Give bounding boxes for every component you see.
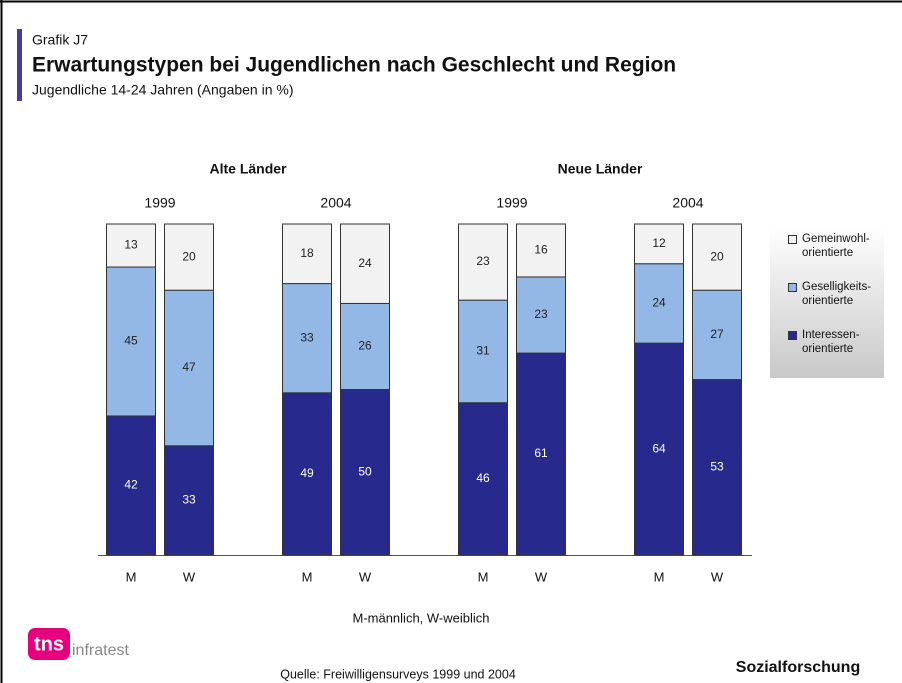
bar-segment <box>458 402 508 556</box>
value-label: 33 <box>300 330 314 344</box>
bar-segment <box>692 289 742 381</box>
subtitle: Jugendliche 14-24 Jahren (Angaben in %) <box>32 82 294 98</box>
note: M-männlich, W-weiblich <box>352 610 489 625</box>
bar-segment <box>340 302 390 390</box>
region-label: Alte Länder <box>209 161 287 177</box>
value-label: 24 <box>652 296 666 310</box>
legend-swatch <box>788 283 797 292</box>
year-label: 1999 <box>496 195 527 211</box>
year-label: 2004 <box>672 195 703 211</box>
value-label: 20 <box>182 249 196 263</box>
value-label: 33 <box>182 493 196 507</box>
logo-text: infratest <box>72 642 129 659</box>
x-tick-label: W <box>359 569 372 584</box>
chart-title: Erwartungstypen bei Jugendlichen nach Ge… <box>32 54 676 77</box>
bar-segment <box>282 392 332 556</box>
bar-segment <box>106 223 156 268</box>
logo-badge <box>28 628 70 660</box>
value-label: 46 <box>476 471 490 485</box>
x-tick-label: M <box>478 569 489 584</box>
value-label: 18 <box>300 246 314 260</box>
bar-segment <box>458 223 508 301</box>
value-label: 27 <box>710 327 724 341</box>
value-label: 20 <box>710 249 724 263</box>
value-label: 31 <box>476 344 490 358</box>
region-label: Neue Länder <box>558 161 643 177</box>
legend-entry: Interessen- orientierte <box>776 328 878 356</box>
value-label: 53 <box>710 459 724 473</box>
value-label: 42 <box>124 478 138 492</box>
x-tick-label: M <box>126 569 137 584</box>
bar-segment <box>516 352 566 556</box>
value-label: 23 <box>534 307 548 321</box>
bar-segment <box>634 223 684 265</box>
value-label: 13 <box>124 238 138 252</box>
value-label: 61 <box>534 446 548 460</box>
legend: Gemeinwohl- orientierte Geselligkeits- or… <box>770 226 884 378</box>
x-tick-label: M <box>302 569 313 584</box>
value-label: 47 <box>182 360 196 374</box>
bar-segment <box>516 276 566 354</box>
value-label: 49 <box>300 466 314 480</box>
x-tick-label: M <box>654 569 665 584</box>
brand: Sozialforschung <box>736 659 860 676</box>
value-label: 12 <box>652 236 666 250</box>
x-tick-label: W <box>711 569 724 584</box>
bar-segment <box>516 223 566 278</box>
year-label: 2004 <box>320 195 351 211</box>
bar-segment <box>340 389 390 556</box>
year-label: 1999 <box>144 195 175 211</box>
value-label: 23 <box>476 254 490 268</box>
bar-segment <box>634 342 684 556</box>
bar-segment <box>164 223 214 291</box>
x-tick-label: W <box>183 569 196 584</box>
legend-swatch <box>788 235 797 244</box>
value-label: 16 <box>534 243 548 257</box>
kicker: Grafik J7 <box>32 32 88 48</box>
legend-entry: Gemeinwohl- orientierte <box>776 232 878 260</box>
bar-segment <box>282 223 332 285</box>
bar-segment <box>634 263 684 344</box>
bar-segment <box>106 266 156 417</box>
legend-entry: Geselligkeits- orientierte <box>776 280 878 308</box>
bar-segment <box>106 415 156 556</box>
value-label: 26 <box>358 339 372 353</box>
legend-label: Interessen- orientierte <box>802 329 860 355</box>
legend-swatch <box>788 331 797 340</box>
value-label: 64 <box>652 441 666 455</box>
value-label: 50 <box>358 464 372 478</box>
bar-segment <box>164 445 214 556</box>
bar-segment <box>164 289 214 447</box>
legend-label: Geselligkeits- orientierte <box>802 281 872 307</box>
value-label: 45 <box>124 334 138 348</box>
x-tick-label: W <box>535 569 548 584</box>
bar-segment <box>458 299 508 404</box>
bar-segment <box>692 223 742 291</box>
accent-bar <box>17 29 22 101</box>
bar-segment <box>692 379 742 556</box>
bar-segment <box>340 223 390 304</box>
value-label: 24 <box>358 256 372 270</box>
source: Quelle: Freiwilligensurveys 1999 und 200… <box>280 667 516 681</box>
legend-label: Gemeinwohl- orientierte <box>802 233 870 259</box>
logo-mark: tns <box>34 633 64 655</box>
